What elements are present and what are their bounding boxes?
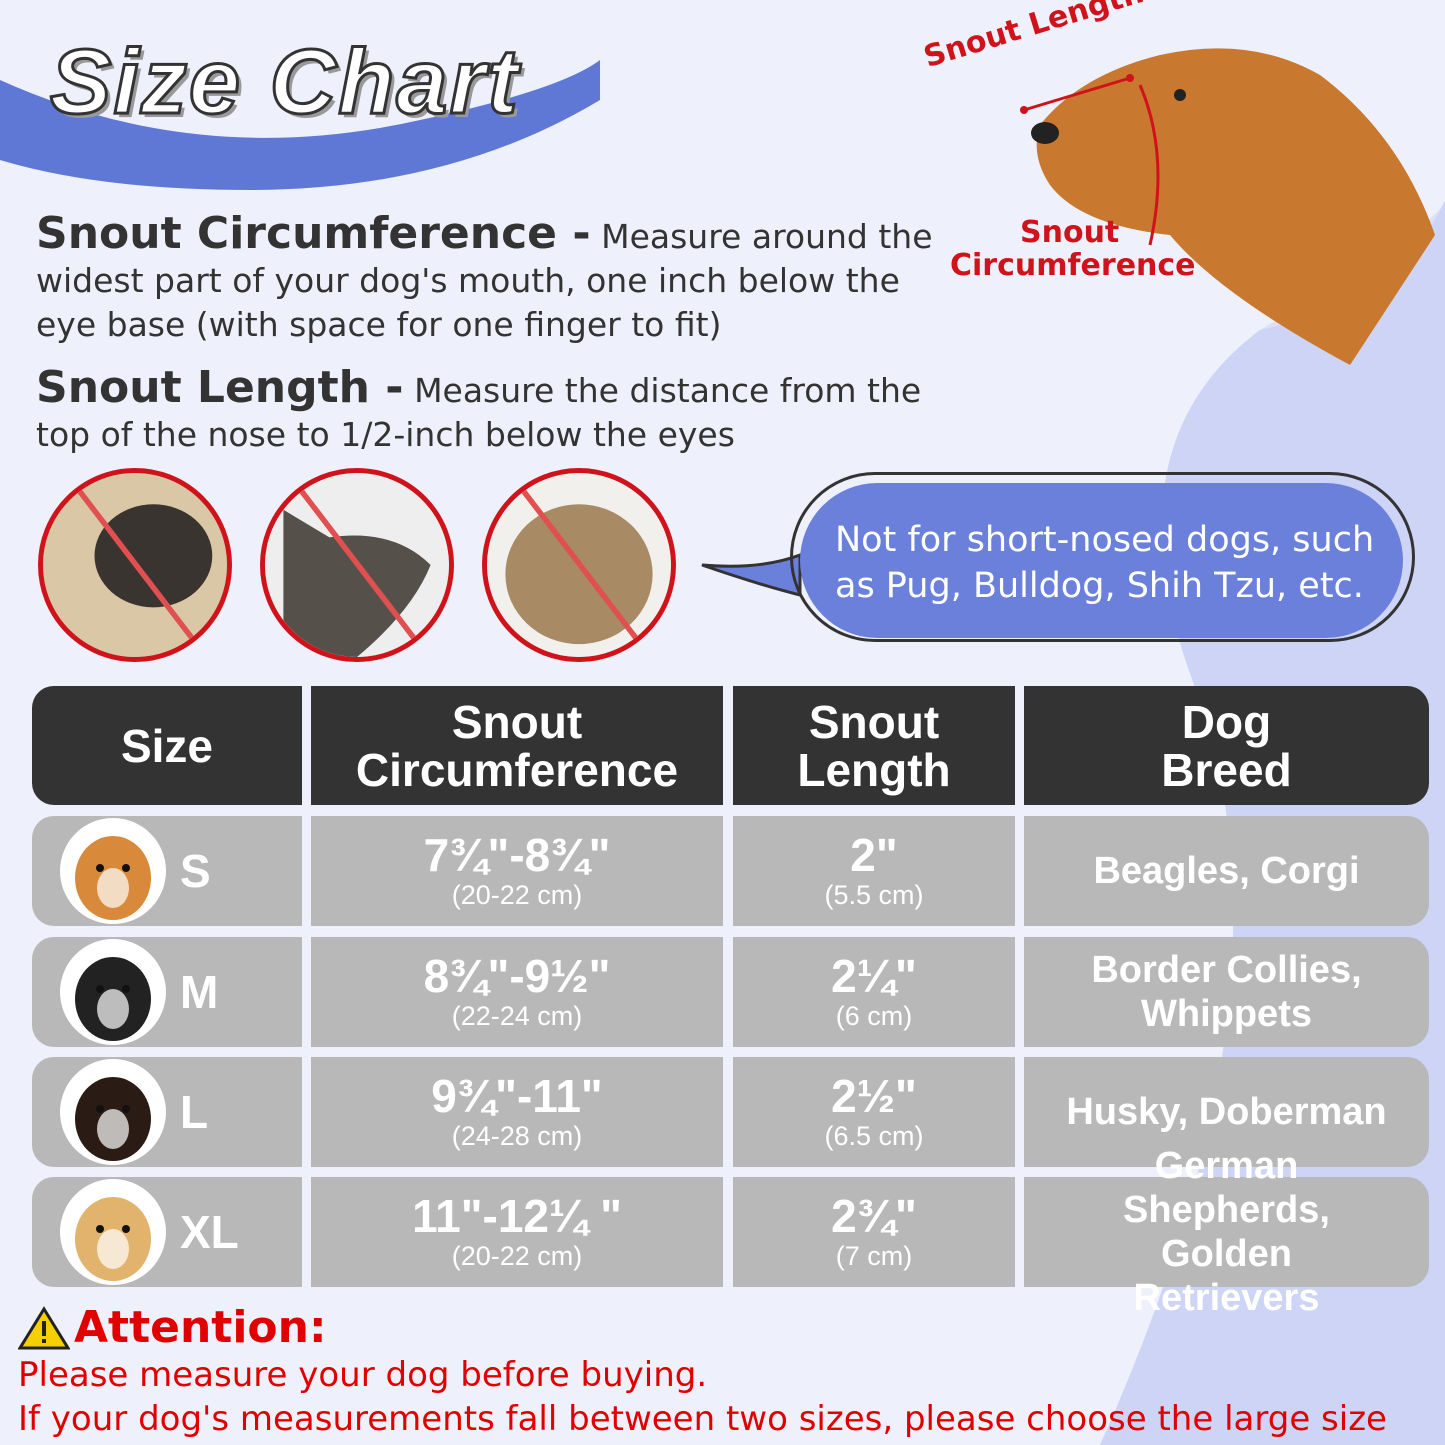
length-cm: (6 cm) <box>835 1001 913 1031</box>
circumference-cm: (20-22 cm) <box>451 880 583 910</box>
breed-text: Husky, Doberman <box>1066 1091 1387 1133</box>
corgi-avatar <box>60 818 166 924</box>
attention-title: Attention: <box>74 1302 327 1353</box>
table-cell-circumference: 7¾"-8¾" (20-22 cm) <box>311 816 723 926</box>
circumference-cm: (24-28 cm) <box>451 1121 583 1151</box>
table-cell-breed: Beagles, Corgi <box>1024 816 1429 926</box>
length-inches: 2½" <box>831 1070 917 1122</box>
table-cell-circumference: 11"-12¼ " (20-22 cm) <box>311 1177 723 1287</box>
length-inches: 2¾" <box>831 1190 917 1242</box>
snout-circumference-instruction: Snout Circumference - Measure around the… <box>36 212 936 347</box>
table-cell-breed: Border Collies, Whippets <box>1024 937 1429 1047</box>
table-cell-length: 2" (5.5 cm) <box>733 816 1015 926</box>
length-inches: 2" <box>850 829 898 881</box>
circumference-inches: 9¾"-11" <box>431 1070 603 1122</box>
attention-line: If your dog's measurements fall between … <box>18 1399 1387 1439</box>
breed-text: German Shepherds, Golden Retrievers <box>1123 1145 1330 1319</box>
size-label: XL <box>180 1206 239 1258</box>
circumference-inches: 8¾"-9½" <box>423 950 611 1002</box>
breed-text: Border Collies, Whippets <box>1091 949 1362 1035</box>
instruction-text: Measure around the widest part of your d… <box>36 217 933 344</box>
length-inches: 2¼" <box>831 950 917 1002</box>
golden-retriever-avatar <box>60 1179 166 1285</box>
header-snout-length: Snout Length <box>733 686 1015 805</box>
doberman-avatar <box>60 1059 166 1165</box>
speech-bubble-outline <box>790 472 1415 642</box>
table-cell-circumference: 8¾"-9½" (22-24 cm) <box>311 937 723 1047</box>
table-cell-length: 2¾" (7 cm) <box>733 1177 1015 1287</box>
snout-length-instruction: Snout Length - Measure the distance from… <box>36 366 936 457</box>
table-row-size: S <box>32 816 302 926</box>
short-nose-warning: Not for short-nosed dogs, such as Pug, B… <box>800 483 1403 638</box>
snout-circumference-label: Circumference <box>950 248 1196 283</box>
snout-circumference-label: Snout <box>1020 215 1120 250</box>
header-size: Size <box>32 686 302 805</box>
border-collie-avatar <box>60 939 166 1045</box>
header-dog-breed: Dog Breed <box>1024 686 1429 805</box>
breed-text: Beagles, Corgi <box>1093 850 1360 892</box>
table-cell-length: 2½" (6.5 cm) <box>733 1057 1015 1167</box>
size-label: S <box>180 845 211 897</box>
length-cm: (6.5 cm) <box>824 1121 924 1151</box>
snout-length-marker <box>1020 74 1134 114</box>
circumference-cm: (22-24 cm) <box>451 1001 583 1031</box>
circumference-cm: (20-22 cm) <box>451 1241 583 1271</box>
instruction-text: Measure the distance from the top of the… <box>36 371 922 454</box>
table-cell-breed: Husky, Doberman <box>1024 1057 1429 1167</box>
table-cell-circumference: 9¾"-11" (24-28 cm) <box>311 1057 723 1167</box>
header-snout-circumference: Snout Circumference <box>311 686 723 805</box>
golden-retriever-diagram-image <box>1020 35 1440 365</box>
length-cm: (5.5 cm) <box>824 880 924 910</box>
attention-section: Attention: Please measure your dog befor… <box>18 1302 1387 1441</box>
circumference-inches: 7¾"-8¾" <box>423 829 611 881</box>
speech-bubble-tail <box>701 552 802 597</box>
length-cm: (7 cm) <box>835 1241 913 1271</box>
table-cell-breed: German Shepherds, Golden Retrievers <box>1024 1145 1429 1319</box>
warning-icon <box>18 1305 70 1349</box>
page-title: Size Chart <box>49 30 520 135</box>
instruction-heading: Snout Length - <box>36 362 404 413</box>
table-cell-length: 2¼" (6 cm) <box>733 937 1015 1047</box>
no-shih-tzu-icon <box>482 468 676 662</box>
table-row-size: L <box>32 1057 302 1167</box>
size-label: L <box>180 1086 209 1138</box>
circumference-inches: 11"-12¼ " <box>412 1190 622 1242</box>
no-bulldog-icon <box>260 468 454 662</box>
instruction-heading: Snout Circumference - <box>36 208 591 259</box>
attention-line: Please measure your dog before buying. <box>18 1355 708 1395</box>
table-row-size: XL <box>32 1177 302 1287</box>
table-row-size: M <box>32 937 302 1047</box>
no-pug-icon <box>38 468 232 662</box>
size-label: M <box>180 966 219 1018</box>
